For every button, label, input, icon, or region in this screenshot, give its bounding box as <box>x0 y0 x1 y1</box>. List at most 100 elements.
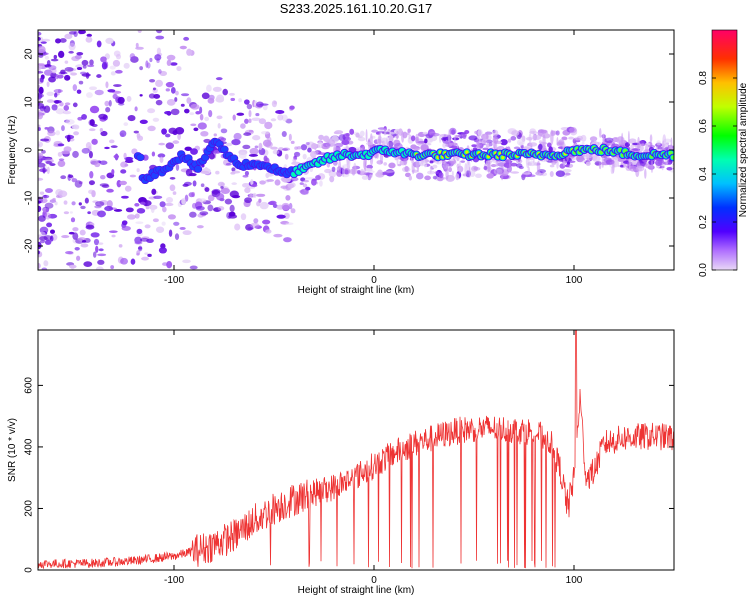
spectrogram-cell <box>57 160 66 167</box>
spectrogram-cell <box>109 65 116 70</box>
spectrogram-ridge-cell <box>501 156 505 160</box>
spectrogram-cell <box>60 69 66 75</box>
spectrogram-cell <box>273 100 277 105</box>
spectrogram-cell <box>167 214 176 220</box>
spectrogram-cell <box>106 188 114 193</box>
spectrogram-cell <box>589 136 598 142</box>
spectrogram-cell <box>43 260 48 266</box>
spectrogram-cell <box>666 167 673 171</box>
spectrogram-cell <box>486 131 489 144</box>
spectrogram-cell <box>126 214 136 220</box>
spectrogram-cell <box>46 91 55 97</box>
spectrogram-cell <box>82 64 87 69</box>
spectrogram-cell <box>134 241 143 245</box>
spectrogram-cell <box>44 239 52 245</box>
spectrogram-cell <box>561 136 568 140</box>
spectrogram-ridge-cell <box>151 172 159 179</box>
spectrogram-cell <box>69 211 73 214</box>
spectrogram-cell <box>42 194 50 199</box>
spectrogram-cell <box>139 94 143 97</box>
spectrogram-cell <box>186 97 192 104</box>
spectrogram-cell <box>184 108 190 114</box>
spectrogram-cell <box>170 108 180 116</box>
spectrogram-cell <box>61 125 65 132</box>
spectrogram-cell <box>208 152 215 160</box>
spectrogram-cell <box>682 168 688 171</box>
snr-x-ticks: -100 0 100 <box>164 330 583 586</box>
spectrogram-cell <box>421 142 427 149</box>
spectrogram-cell <box>127 114 136 122</box>
spectrogram-cell <box>38 141 44 148</box>
spectrogram-cell <box>266 179 275 182</box>
spectrogram-cell <box>268 200 277 206</box>
spectrogram-cell <box>255 112 260 117</box>
spectrogram-cell <box>422 131 429 135</box>
spectrogram-cell <box>215 96 225 103</box>
spectrogram-cell <box>296 146 302 150</box>
spectrogram-cell <box>396 155 399 166</box>
spectrogram-cell <box>361 175 369 180</box>
spectrogram-cell <box>53 54 58 60</box>
spectrogram-cell <box>357 169 361 175</box>
spectrogram-ridge-cell <box>465 150 469 154</box>
spectrogram-cell <box>100 56 107 63</box>
spectrogram-cell <box>112 59 121 67</box>
spectrogram-cell <box>72 150 79 158</box>
spectrogram-cell <box>38 215 46 222</box>
spectrogram-cell <box>528 133 532 143</box>
spectrogram-cell <box>434 171 440 174</box>
spectrogram-cell <box>133 130 140 134</box>
spectrogram-cell <box>45 160 53 165</box>
spectrogram-cell <box>184 194 189 202</box>
spectrogram-cell <box>65 119 75 125</box>
spectrogram-cell <box>181 198 186 205</box>
spectrogram-cell <box>679 150 683 155</box>
spectrogram-cell <box>585 153 593 159</box>
spectrogram-cell <box>566 161 571 166</box>
x-tick-label: -100 <box>164 275 184 286</box>
spectrogram-cell <box>155 79 163 88</box>
spectrogram-cell <box>64 67 74 72</box>
spectrogram-cell <box>120 169 127 174</box>
spectrogram-cell <box>410 135 416 142</box>
spectrogram-cell <box>89 171 94 179</box>
spectrogram-cell <box>189 265 198 270</box>
spectrogram-cell <box>303 179 310 183</box>
spectrogram-cell <box>260 131 270 135</box>
spectrogram-cell <box>57 89 62 94</box>
spectrogram-cell <box>277 114 284 121</box>
spectrogram-cell <box>155 30 163 34</box>
spectrogram-cell <box>620 164 624 168</box>
spectrogram-cell <box>691 145 694 148</box>
spectrogram-cell <box>51 104 58 111</box>
spectrogram-cell <box>96 40 102 48</box>
spectrogram-cell <box>72 84 78 92</box>
spectrogram-cell <box>575 137 581 141</box>
spectrogram-cell <box>124 185 132 192</box>
x-tick-label: 0 <box>371 575 377 586</box>
spectrogram-cell <box>38 162 46 168</box>
spectrogram-cell <box>451 170 454 178</box>
spectrogram-cell <box>80 71 87 75</box>
x-tick-label: 100 <box>566 275 583 286</box>
spectrogram-cell <box>291 161 301 166</box>
spectrogram-cell <box>168 229 173 237</box>
spectrogram-cell <box>182 259 191 264</box>
spectrogram-cell <box>72 102 78 108</box>
spectrogram-cell <box>439 133 449 138</box>
spectrogram-cell <box>134 213 140 219</box>
spectrogram-cell <box>449 130 452 144</box>
spectrogram-cell <box>145 205 150 210</box>
spectrogram-cell <box>170 86 176 94</box>
spectrogram-cell <box>44 202 54 209</box>
spectrogram-cell <box>555 170 566 177</box>
spectrogram-cell <box>481 138 487 145</box>
spectrogram-cell <box>57 190 68 198</box>
spectrogram-cell <box>259 201 269 210</box>
spectrogram-cell <box>38 86 44 95</box>
spectrogram-cell <box>425 142 432 146</box>
colorbar-tick-label: 0.0 <box>698 263 709 277</box>
spectrogram-cell <box>66 134 71 143</box>
spectrogram-cell <box>130 258 136 265</box>
spectrogram-cell <box>168 127 177 134</box>
